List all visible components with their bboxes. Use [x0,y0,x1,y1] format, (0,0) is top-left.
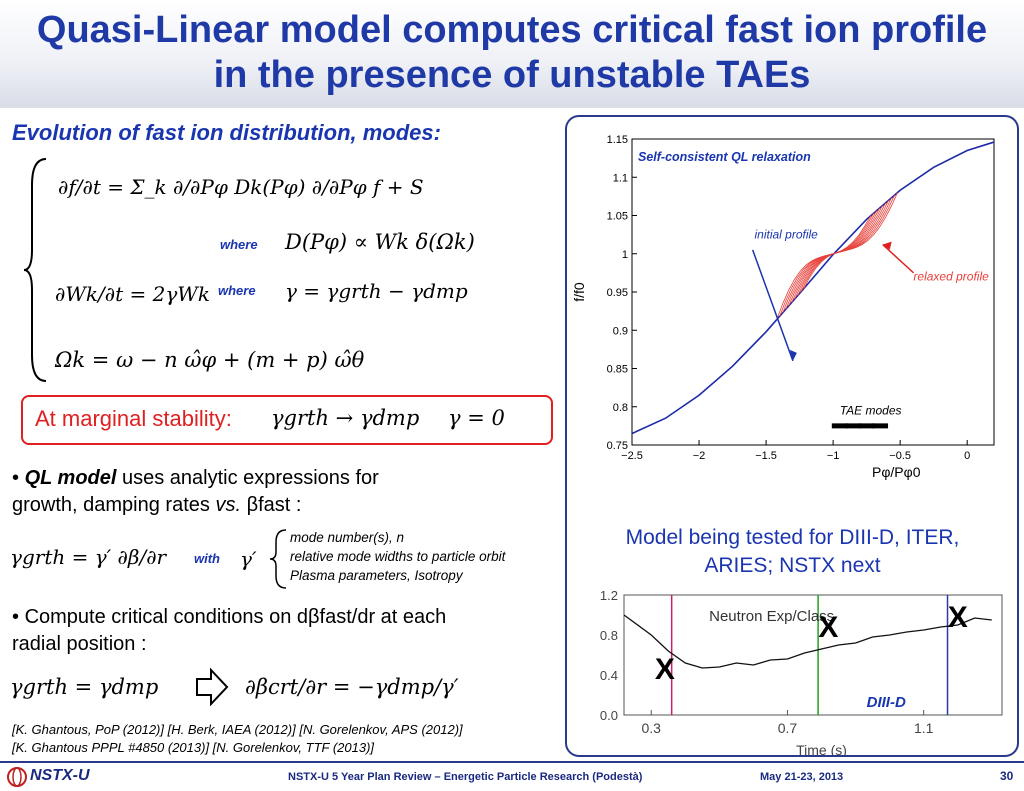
critical-text-1: Compute critical conditions on dβfast/dr… [24,606,447,628]
gamma-prime: γ′ [240,547,257,571]
equation-critical: γgrth = γdmp [10,675,159,699]
ql-model-text-2: growth, damping rates [12,494,216,516]
chart-legend: Neutron Exp/Class [709,608,834,625]
annotation-arrow-relaxed [882,244,915,274]
parameter-item: Plasma parameters, Isotropy [290,568,463,583]
ql-model-text: uses analytic expressions for [116,467,379,489]
x-tick-label: 0 [964,450,970,462]
annotation-initial-profile: initial profile [754,227,818,241]
x-marker: X [818,611,838,644]
x-tick-label: −2 [693,450,706,462]
where-label-1: where [220,237,258,252]
x-marker: X [948,601,968,634]
with-label: with [194,551,220,566]
bullet-dot: • [12,606,25,628]
implies-arrow-icon [196,668,229,706]
references-line-2: [K. Ghantous PPPL #4850 (2013)] [N. Gore… [12,740,375,755]
y-tick-label: 0.8 [600,628,618,643]
equation-fokker-planck: ∂f/∂t = Σ_k ∂/∂Pφ Dk(Pφ) ∂/∂Pφ f + S [58,175,424,199]
title-band: Quasi-Linear model computes critical fas… [0,0,1024,108]
x-tick-label: −2.5 [621,450,643,462]
y-tick-label: 0.95 [607,287,628,299]
y-tick-label: 0.4 [600,668,618,683]
equation-resonance: Ωk = ω − n ω̂φ + (m + p) ω̂θ [55,348,365,372]
chart-title: Self-consistent QL relaxation [638,150,811,164]
bullet-dot: • [12,467,25,489]
y-tick-label: 0.9 [613,325,628,337]
vs-word: vs. [215,494,241,516]
system-brace [23,158,47,382]
y-tick-label: 0.0 [600,708,618,723]
y-tick-label: 1.15 [607,134,628,146]
parameter-item: mode number(s), n [290,530,405,545]
diiid-label: DIII-D [867,694,906,711]
annotation-arrow-initial [751,249,794,362]
beta-fast: βfast : [246,494,302,516]
x-tick-label: −0.5 [889,450,911,462]
y-axis-label: f/f0 [571,282,587,302]
plot-frame [631,138,995,446]
equation-diffusion: D(Pφ) ∝ Wk δ(Ωk) [285,230,475,254]
annotation-relaxed-profile: relaxed profile [913,270,989,284]
bullet-critical-conditions-cont: radial position : [12,633,147,655]
x-tick-label: 0.7 [778,720,798,736]
footer-center: NSTX-U 5 Year Plan Review – Energetic Pa… [288,771,643,783]
marginal-label: At marginal stability: [35,406,232,431]
bullet-ql-model-cont: growth, damping rates vs. βfast : [12,492,301,518]
marginal-equation: γgrth → γdmp [271,406,420,430]
equation-mode-growth: ∂Wk/∂t = 2γWk [55,282,210,306]
title-line-1: Quasi-Linear model computes critical fas… [36,9,988,51]
annotation-tae-modes: TAE modes [840,403,902,417]
x-marker: X [655,653,675,686]
arrow-head-icon [789,349,797,361]
footer-logo-text: NSTX-U [30,767,90,784]
ql-relaxation-chart: −2.5 −2 −1.5 −1 −0.5 0 0.75 0.8 0.85 0.9 0.95 1 1.05… [571,134,995,480]
marginal-zero: γ = 0 [448,406,505,430]
y-tick-label: 1 [622,249,628,261]
bullet-ql-model: • QL model uses analytic expressions for [12,465,379,491]
x-tick-label: −1 [827,450,840,462]
where-label-2: where [218,283,256,298]
equation-growth-rate: γgrth = γ′ ∂β/∂r [10,545,167,569]
right-panel [565,115,1019,757]
neutron-ratio-curve [623,614,992,669]
plot-frame [623,594,1003,716]
bullet-critical-conditions: • Compute critical conditions on dβfast/… [12,604,446,630]
equation-critical-gradient: ∂βcrt/∂r = −γdmp/γ′ [245,675,459,699]
parameter-list: mode number(s), n relative mode widths t… [290,528,505,585]
relaxed-profile-curve [803,192,898,290]
initial-profile-curve [631,141,995,435]
parameter-item: relative mode widths to particle orbit [290,549,506,564]
footer-line [0,761,1024,763]
ql-model-lead: QL model [24,467,117,489]
section-heading: Evolution of fast ion distribution, mode… [12,120,441,145]
x-tick-label: 1.1 [914,720,934,736]
y-tick-label: 1.1 [613,172,628,184]
footer-date: May 21-23, 2013 [760,771,844,783]
parameter-brace [269,529,287,589]
arrow-head-icon [882,241,892,250]
x-axis-label: Pφ/Pφ0 [872,464,921,480]
model-tested-line-2: ARIES; NSTX next [704,554,881,577]
equation-gamma: γ = γgrth − γdmp [285,279,468,303]
title-line-2: in the presence of unstable TAEs [213,54,811,96]
y-tick-label: 0.85 [607,364,628,376]
marginal-stability-box: At marginal stability: γgrth → γdmp γ = … [21,395,553,445]
model-tested-text: Model being tested for DIII-D, ITER, ARI… [570,524,1015,580]
y-tick-label: 0.75 [607,440,628,452]
y-tick-label: 1.05 [607,211,628,223]
y-tick-label: 0.8 [613,402,628,414]
references-line-1: [K. Ghantous, PoP (2012)] [H. Berk, IAEA… [12,722,463,737]
x-tick-label: 0.3 [642,720,662,736]
nstx-logo-icon [7,767,27,787]
y-tick-label: 1.2 [600,588,618,603]
x-axis-label: Time (s) [796,742,847,755]
model-tested-line-1: Model being tested for DIII-D, ITER, [625,526,960,549]
x-tick-label: −1.5 [755,450,777,462]
footer-page-number: 30 [1000,769,1014,783]
neutron-chart: 1.2 0.8 0.4 0.0 0.3 0.7 1.1 Time (s) Neutron Exp… [600,588,1003,755]
